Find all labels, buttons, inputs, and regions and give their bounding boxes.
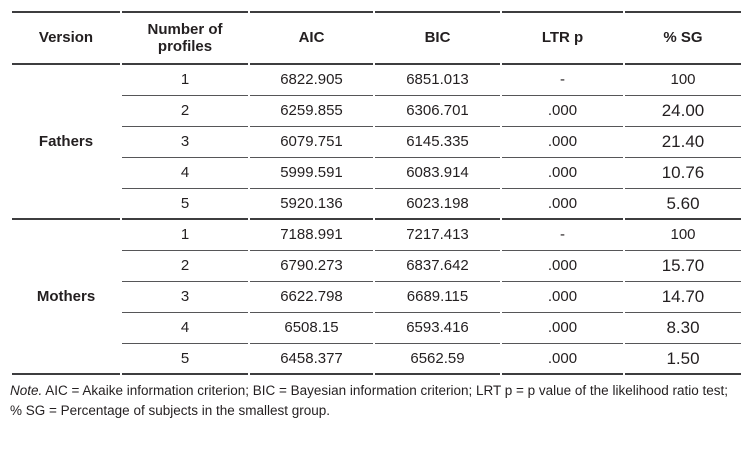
col-header-profiles: Number of profiles <box>122 11 248 65</box>
table-row: 5 6458.377 6562.59 .000 1.50 <box>12 344 741 375</box>
cell-aic: 6079.751 <box>250 127 373 158</box>
cell-profiles: 4 <box>122 158 248 189</box>
table-row: 2 6790.273 6837.642 .000 15.70 <box>12 251 741 282</box>
cell-profiles: 1 <box>122 65 248 96</box>
cell-profiles: 3 <box>122 127 248 158</box>
cell-sg: 1.50 <box>625 344 741 375</box>
row-group-label-fathers: Fathers <box>12 65 120 220</box>
row-group-label-mothers: Mothers <box>12 220 120 375</box>
cell-ltrp: .000 <box>502 158 623 189</box>
col-header-ltrp: LTR p <box>502 11 623 65</box>
table-note: Note. AIC = Akaike information criterion… <box>10 381 743 421</box>
cell-sg: 24.00 <box>625 96 741 127</box>
table-row: 3 6622.798 6689.115 .000 14.70 <box>12 282 741 313</box>
cell-aic: 5999.591 <box>250 158 373 189</box>
cell-sg: 21.40 <box>625 127 741 158</box>
cell-bic: 6562.59 <box>375 344 500 375</box>
fit-statistics-table: Version Number of profiles AIC BIC LTR p… <box>10 11 743 375</box>
table-row: 4 6508.15 6593.416 .000 8.30 <box>12 313 741 344</box>
table-row: 4 5999.591 6083.914 .000 10.76 <box>12 158 741 189</box>
cell-aic: 7188.991 <box>250 220 373 251</box>
cell-sg: 5.60 <box>625 189 741 220</box>
table-row: Mothers 1 7188.991 7217.413 - 100 <box>12 220 741 375</box>
cell-bic: 6145.335 <box>375 127 500 158</box>
cell-bic: 6083.914 <box>375 158 500 189</box>
cell-aic: 6790.273 <box>250 251 373 282</box>
table-row: Fathers 1 6822.905 6851.013 - 100 <box>12 65 741 220</box>
cell-bic: 6023.198 <box>375 189 500 220</box>
cell-sg: 100 <box>625 220 741 251</box>
col-header-version: Version <box>12 11 120 65</box>
cell-ltrp: .000 <box>502 127 623 158</box>
cell-bic: 6689.115 <box>375 282 500 313</box>
col-header-bic: BIC <box>375 11 500 65</box>
cell-sg: 100 <box>625 65 741 96</box>
table-row: 2 6259.855 6306.701 .000 24.00 <box>12 96 741 127</box>
cell-profiles: 3 <box>122 282 248 313</box>
cell-aic: 6259.855 <box>250 96 373 127</box>
cell-profiles: 5 <box>122 344 248 375</box>
cell-ltrp: .000 <box>502 251 623 282</box>
cell-aic: 6508.15 <box>250 313 373 344</box>
table-row: 3 6079.751 6145.335 .000 21.40 <box>12 127 741 158</box>
cell-ltrp: - <box>502 220 623 251</box>
cell-ltrp: .000 <box>502 344 623 375</box>
cell-ltrp: .000 <box>502 96 623 127</box>
cell-sg: 8.30 <box>625 313 741 344</box>
cell-bic: 6306.701 <box>375 96 500 127</box>
cell-bic: 6837.642 <box>375 251 500 282</box>
cell-profiles: 5 <box>122 189 248 220</box>
cell-aic: 6622.798 <box>250 282 373 313</box>
cell-profiles: 2 <box>122 251 248 282</box>
cell-ltrp: .000 <box>502 313 623 344</box>
cell-sg: 15.70 <box>625 251 741 282</box>
cell-aic: 5920.136 <box>250 189 373 220</box>
header-row: Version Number of profiles AIC BIC LTR p… <box>12 11 741 65</box>
cell-ltrp: .000 <box>502 282 623 313</box>
table-row: 5 5920.136 6023.198 .000 5.60 <box>12 189 741 220</box>
cell-ltrp: .000 <box>502 189 623 220</box>
cell-sg: 10.76 <box>625 158 741 189</box>
note-prefix: Note. <box>10 383 43 398</box>
cell-profiles: 2 <box>122 96 248 127</box>
cell-aic: 6458.377 <box>250 344 373 375</box>
col-header-sg: % SG <box>625 11 741 65</box>
cell-sg: 14.70 <box>625 282 741 313</box>
note-text: AIC = Akaike information criterion; BIC … <box>10 383 729 418</box>
cell-profiles: 4 <box>122 313 248 344</box>
cell-profiles: 1 <box>122 220 248 251</box>
cell-bic: 6851.013 <box>375 65 500 96</box>
cell-bic: 6593.416 <box>375 313 500 344</box>
cell-aic: 6822.905 <box>250 65 373 96</box>
cell-bic: 7217.413 <box>375 220 500 251</box>
col-header-aic: AIC <box>250 11 373 65</box>
cell-ltrp: - <box>502 65 623 96</box>
